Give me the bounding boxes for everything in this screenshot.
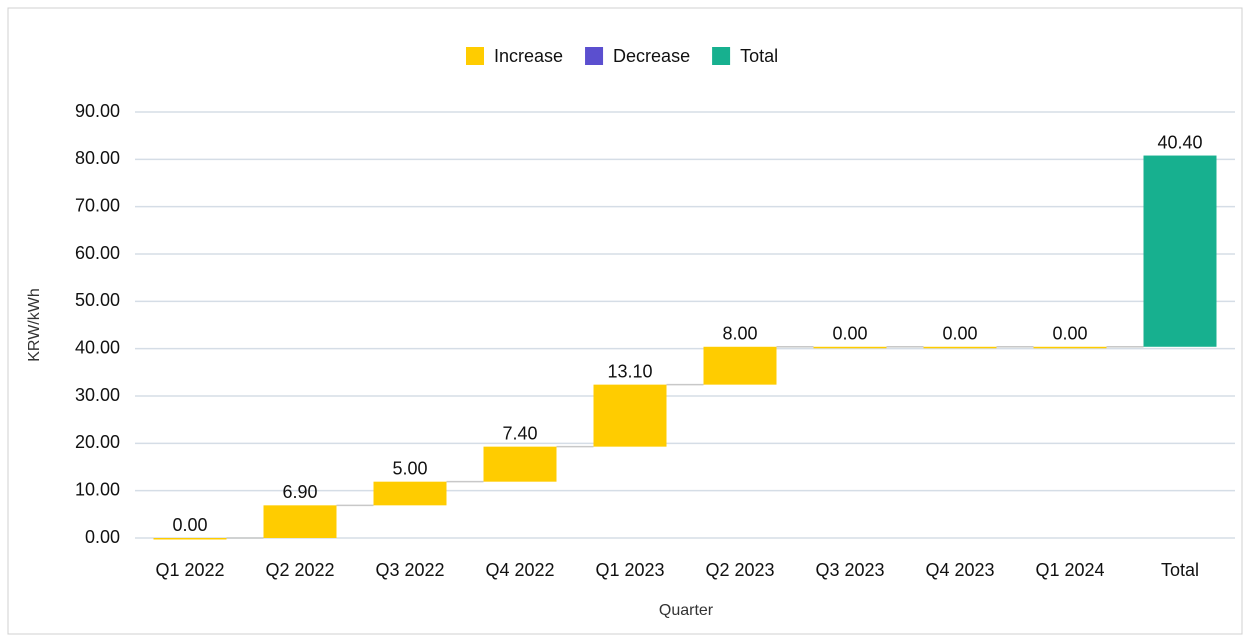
- data-label: 7.40: [502, 423, 537, 443]
- x-tick-label: Q3 2023: [815, 560, 884, 580]
- legend-swatch: [466, 47, 484, 65]
- x-tick-label: Q2 2023: [705, 560, 774, 580]
- x-tick-label: Q1 2024: [1035, 560, 1104, 580]
- bar: [593, 384, 667, 447]
- bar: [263, 505, 337, 538]
- legend-label: Total: [740, 46, 778, 66]
- legend-swatch: [712, 47, 731, 65]
- y-tick-label: 30.00: [75, 385, 120, 405]
- data-label: 0.00: [832, 324, 867, 344]
- y-tick-label: 40.00: [75, 337, 120, 357]
- bar: [373, 481, 447, 506]
- bar: [1143, 155, 1217, 347]
- legend-label: Increase: [494, 46, 563, 66]
- y-tick-label: 50.00: [75, 290, 120, 310]
- data-label: 0.00: [1052, 324, 1087, 344]
- frame: [7, 7, 1243, 635]
- y-tick-label: 60.00: [75, 243, 120, 263]
- data-label: 0.00: [172, 515, 207, 535]
- x-tick-label: Q4 2022: [485, 560, 554, 580]
- y-tick-label: 80.00: [75, 148, 120, 168]
- y-tick-label: 90.00: [75, 101, 120, 121]
- data-label: 8.00: [722, 324, 757, 344]
- legend-swatch: [585, 47, 604, 65]
- y-tick-label: 20.00: [75, 432, 120, 452]
- bar: [483, 446, 557, 482]
- y-axis-label: KRW/kWh: [26, 288, 43, 361]
- bar: [153, 538, 227, 540]
- bar: [923, 346, 997, 349]
- bar: [813, 346, 887, 349]
- y-tick-label: 10.00: [75, 479, 120, 499]
- x-tick-label: Total: [1161, 560, 1199, 580]
- data-label: 13.10: [607, 361, 652, 381]
- x-axis-label: Quarter: [659, 602, 714, 619]
- bar: [1033, 346, 1107, 349]
- x-tick-label: Q4 2023: [925, 560, 994, 580]
- data-label: 0.00: [942, 324, 977, 344]
- legend-label: Decrease: [613, 46, 690, 66]
- x-tick-label: Q2 2022: [265, 560, 334, 580]
- y-tick-label: 0.00: [85, 527, 120, 547]
- x-tick-label: Q1 2023: [595, 560, 664, 580]
- bar: [703, 346, 777, 385]
- data-label: 40.40: [1157, 132, 1202, 152]
- data-label: 6.90: [282, 482, 317, 502]
- x-tick-label: Q3 2022: [375, 560, 444, 580]
- y-tick-label: 70.00: [75, 195, 120, 215]
- x-tick-label: Q1 2022: [155, 560, 224, 580]
- data-label: 5.00: [392, 458, 427, 478]
